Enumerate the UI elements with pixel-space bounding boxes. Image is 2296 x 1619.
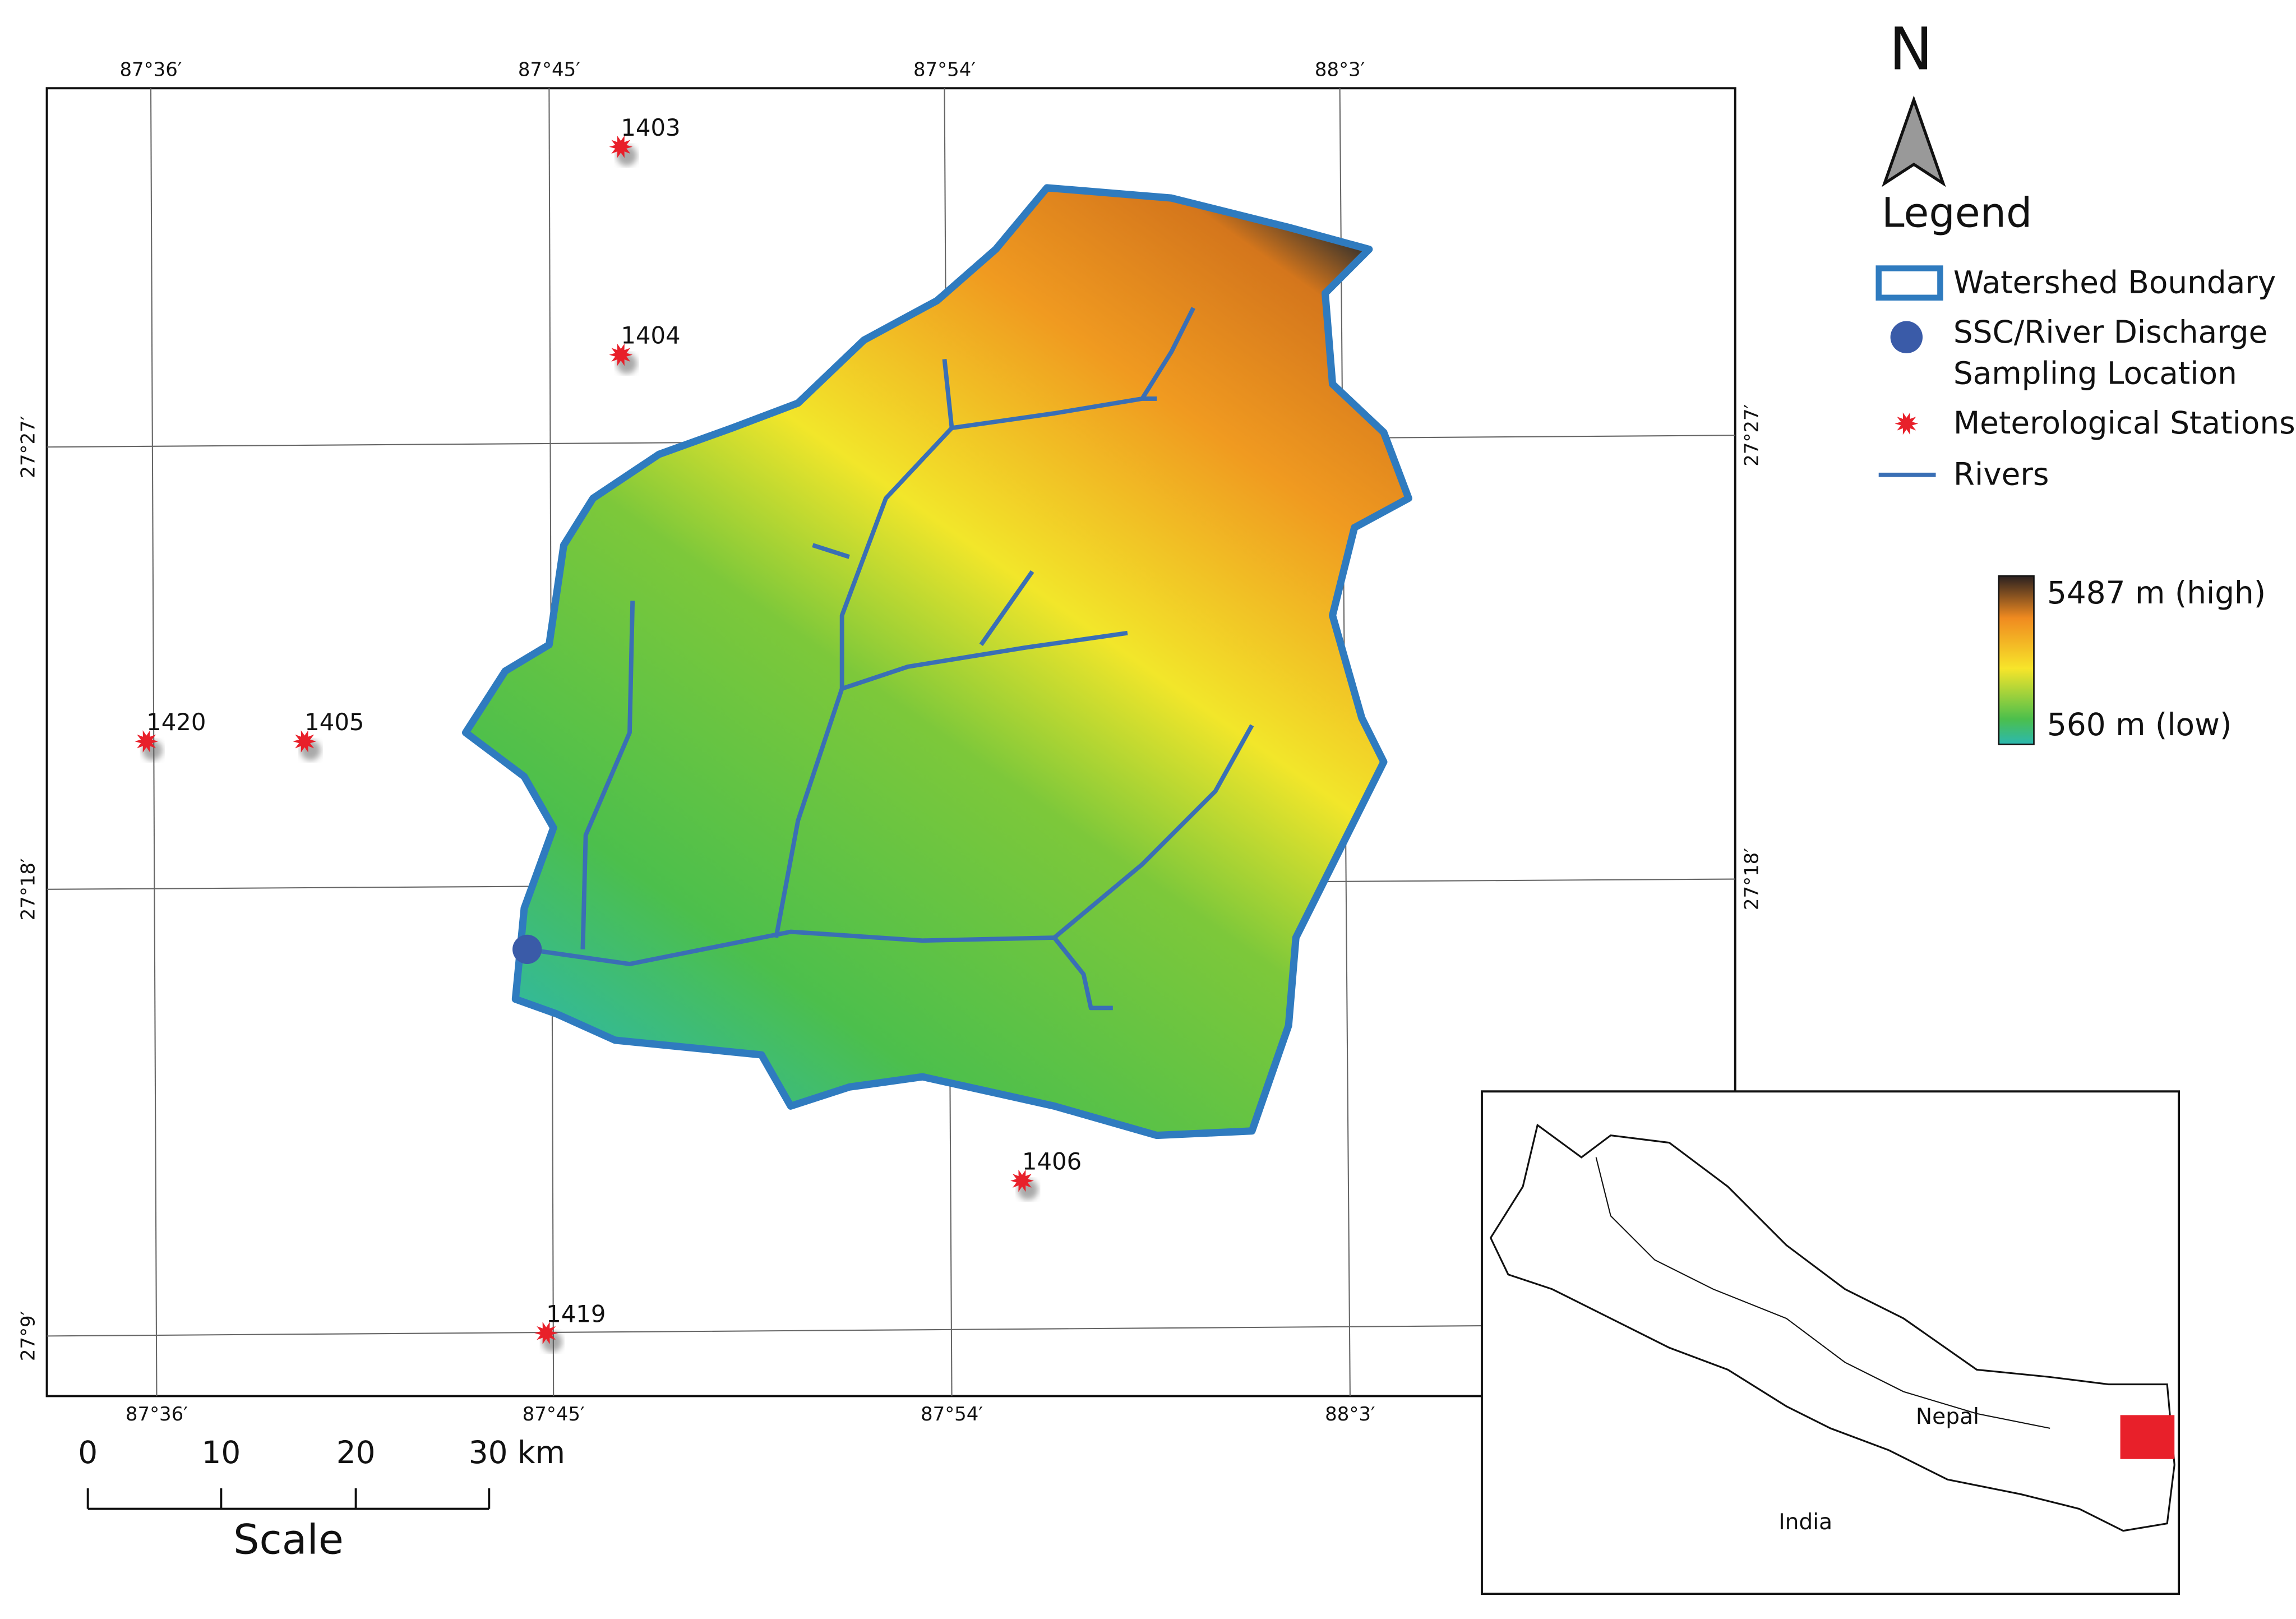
scale-tick-label: 10 (201, 1435, 241, 1470)
station-label: 1420 (146, 708, 206, 736)
grid-label: 27°18′ (17, 858, 40, 920)
station-symbol (1895, 412, 1919, 435)
grid-label: 87°36′ (119, 58, 182, 81)
inset-frame (1480, 1090, 2180, 1595)
north-label: N (1889, 15, 1933, 83)
station-label: 1403 (621, 114, 680, 141)
scale-tick-label: 0 (78, 1435, 98, 1470)
elevation-high: 5487 m (high) (2047, 575, 2266, 611)
grid-label: 27°27′ (1741, 404, 1763, 467)
inset-label: India (1778, 1510, 1832, 1535)
grid-line (47, 1325, 1482, 1337)
grid-label: 87°45′ (518, 58, 580, 81)
grid-label: 88°3′ (1325, 1403, 1375, 1426)
stations: 1403 1404 1420 1405 1406 1419 (135, 114, 1082, 1353)
scale-bar (86, 1488, 491, 1510)
station-label: 1404 (621, 322, 680, 349)
grid-label: 87°36′ (126, 1403, 188, 1426)
study-area (2120, 1415, 2175, 1459)
graticule: 87°36′ 87°45′ 87°54′ 88°3′ 87°36′ 87°45′ 87°54… (17, 58, 1763, 1425)
rivers (526, 307, 1254, 1011)
legend-label: Watershed Boundary (1953, 264, 2276, 300)
station-label: 1406 (1022, 1148, 1082, 1175)
elevation-low: 560 m (low) (2047, 707, 2232, 742)
station (534, 1322, 558, 1344)
legend-swatch (1890, 321, 1923, 353)
map-frame (45, 87, 1736, 1397)
legend-label: Rivers (1953, 456, 2049, 492)
scale-tick-label: 20 (336, 1435, 376, 1470)
inset-label: Nepal (1916, 1404, 1979, 1429)
elevation-ramp (1998, 575, 2035, 745)
scale-tick-label: 30 km (469, 1435, 565, 1470)
station (135, 730, 159, 753)
station-label: 1405 (304, 708, 364, 736)
grid-label: 27°18′ (1741, 848, 1763, 910)
station (609, 343, 633, 366)
grid-label: 88°3′ (1315, 58, 1365, 81)
north-arrow (1882, 95, 1946, 187)
district-lines (1595, 1157, 2050, 1429)
legend-swatch (1895, 412, 1919, 435)
legend-title: Legend (1882, 190, 2032, 237)
legend-label: Meterological Stations (1953, 405, 2295, 441)
grid-label: 87°45′ (523, 1403, 585, 1426)
grid-label: 87°54′ (921, 1403, 983, 1426)
grid-label: 87°54′ (913, 58, 976, 81)
station (293, 730, 317, 753)
scale-labels: 0 10 20 30 km (78, 1435, 565, 1470)
sampling-location (512, 934, 542, 965)
scale-title: Scale (233, 1516, 344, 1564)
grid-label: 27°27′ (17, 416, 40, 478)
legend-swatch (1875, 265, 1943, 301)
legend-label: Sampling Location (1953, 355, 2237, 391)
grid-label: 27°9′ (17, 1311, 40, 1361)
legend-label: SSC/River Discharge (1953, 314, 2267, 350)
nepal-outline (1489, 1123, 2175, 1532)
station-label: 1419 (546, 1300, 606, 1327)
station (1010, 1169, 1034, 1192)
station (609, 135, 633, 158)
